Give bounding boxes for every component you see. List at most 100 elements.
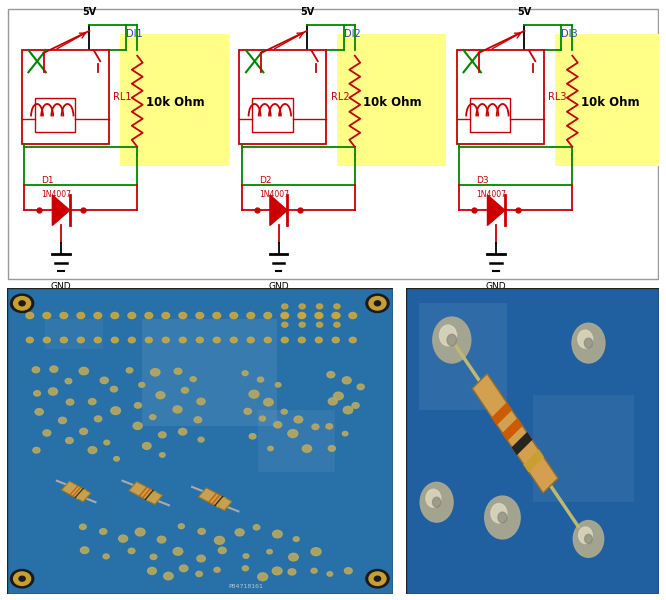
- Circle shape: [151, 368, 160, 376]
- Circle shape: [94, 313, 102, 319]
- Circle shape: [179, 337, 186, 343]
- Circle shape: [369, 296, 386, 310]
- Circle shape: [79, 367, 89, 375]
- Circle shape: [374, 301, 380, 306]
- Circle shape: [43, 430, 51, 436]
- Circle shape: [352, 403, 359, 409]
- Circle shape: [342, 377, 351, 384]
- Polygon shape: [72, 487, 82, 497]
- Circle shape: [111, 407, 121, 415]
- Circle shape: [259, 416, 266, 421]
- Circle shape: [312, 424, 319, 430]
- Circle shape: [13, 296, 31, 310]
- Polygon shape: [147, 491, 157, 502]
- Text: DI2: DI2: [344, 29, 360, 38]
- Circle shape: [316, 322, 322, 327]
- Bar: [35, 98, 75, 131]
- Circle shape: [242, 566, 248, 571]
- Circle shape: [578, 330, 593, 348]
- Circle shape: [332, 313, 340, 319]
- Polygon shape: [69, 485, 79, 496]
- Circle shape: [11, 294, 34, 313]
- Circle shape: [334, 313, 340, 318]
- Circle shape: [81, 547, 89, 553]
- Polygon shape: [145, 490, 154, 500]
- Circle shape: [143, 443, 151, 449]
- Circle shape: [288, 569, 296, 575]
- Circle shape: [34, 391, 41, 396]
- Bar: [22, 50, 109, 144]
- Circle shape: [334, 392, 343, 400]
- Circle shape: [572, 323, 605, 363]
- Circle shape: [432, 497, 441, 507]
- Circle shape: [299, 304, 305, 309]
- Circle shape: [316, 313, 322, 318]
- Circle shape: [213, 337, 220, 343]
- Polygon shape: [270, 195, 287, 226]
- Bar: [240, 50, 326, 144]
- Circle shape: [247, 337, 254, 343]
- Circle shape: [80, 428, 87, 434]
- Circle shape: [282, 322, 288, 327]
- Text: 10k Ohm: 10k Ohm: [581, 96, 639, 109]
- Circle shape: [179, 565, 188, 572]
- Circle shape: [197, 398, 205, 404]
- Circle shape: [196, 571, 202, 577]
- Circle shape: [272, 530, 282, 538]
- Bar: [419, 304, 507, 410]
- Circle shape: [173, 548, 182, 555]
- Text: GND: GND: [51, 282, 71, 291]
- Polygon shape: [141, 488, 151, 499]
- Circle shape: [67, 399, 74, 405]
- Circle shape: [258, 573, 268, 581]
- Circle shape: [366, 569, 389, 588]
- Circle shape: [66, 437, 73, 443]
- Text: 10k Ohm: 10k Ohm: [146, 96, 204, 109]
- Circle shape: [264, 313, 272, 319]
- Polygon shape: [208, 493, 218, 503]
- Circle shape: [298, 313, 306, 319]
- Circle shape: [298, 337, 305, 343]
- Circle shape: [114, 457, 119, 461]
- Circle shape: [326, 424, 332, 429]
- Circle shape: [198, 437, 204, 442]
- Circle shape: [585, 535, 592, 544]
- Circle shape: [164, 572, 173, 580]
- Circle shape: [179, 313, 186, 319]
- Circle shape: [196, 313, 204, 319]
- Polygon shape: [216, 497, 226, 508]
- Circle shape: [498, 512, 507, 523]
- Circle shape: [344, 568, 352, 574]
- Circle shape: [274, 422, 282, 428]
- Circle shape: [100, 529, 107, 535]
- Polygon shape: [511, 432, 532, 455]
- Circle shape: [440, 325, 457, 346]
- Polygon shape: [61, 481, 91, 502]
- Polygon shape: [74, 488, 84, 499]
- Circle shape: [311, 568, 317, 573]
- Circle shape: [299, 322, 305, 327]
- Circle shape: [32, 367, 40, 373]
- Circle shape: [163, 337, 169, 343]
- Bar: [533, 395, 634, 502]
- Circle shape: [50, 366, 58, 372]
- Bar: [470, 98, 510, 131]
- Text: 1N4007: 1N4007: [41, 190, 71, 199]
- Circle shape: [433, 317, 471, 363]
- Circle shape: [249, 390, 259, 398]
- Circle shape: [275, 383, 281, 387]
- Circle shape: [178, 524, 184, 529]
- Circle shape: [160, 453, 165, 457]
- Circle shape: [327, 371, 335, 378]
- Circle shape: [11, 569, 34, 588]
- Text: 10k Ohm: 10k Ohm: [364, 96, 422, 109]
- Polygon shape: [53, 195, 70, 226]
- Circle shape: [327, 572, 332, 576]
- Circle shape: [151, 554, 157, 560]
- Circle shape: [268, 446, 273, 451]
- Circle shape: [181, 388, 188, 393]
- Polygon shape: [198, 488, 232, 511]
- Circle shape: [426, 489, 441, 507]
- Circle shape: [174, 368, 182, 374]
- Text: 5V: 5V: [82, 7, 97, 17]
